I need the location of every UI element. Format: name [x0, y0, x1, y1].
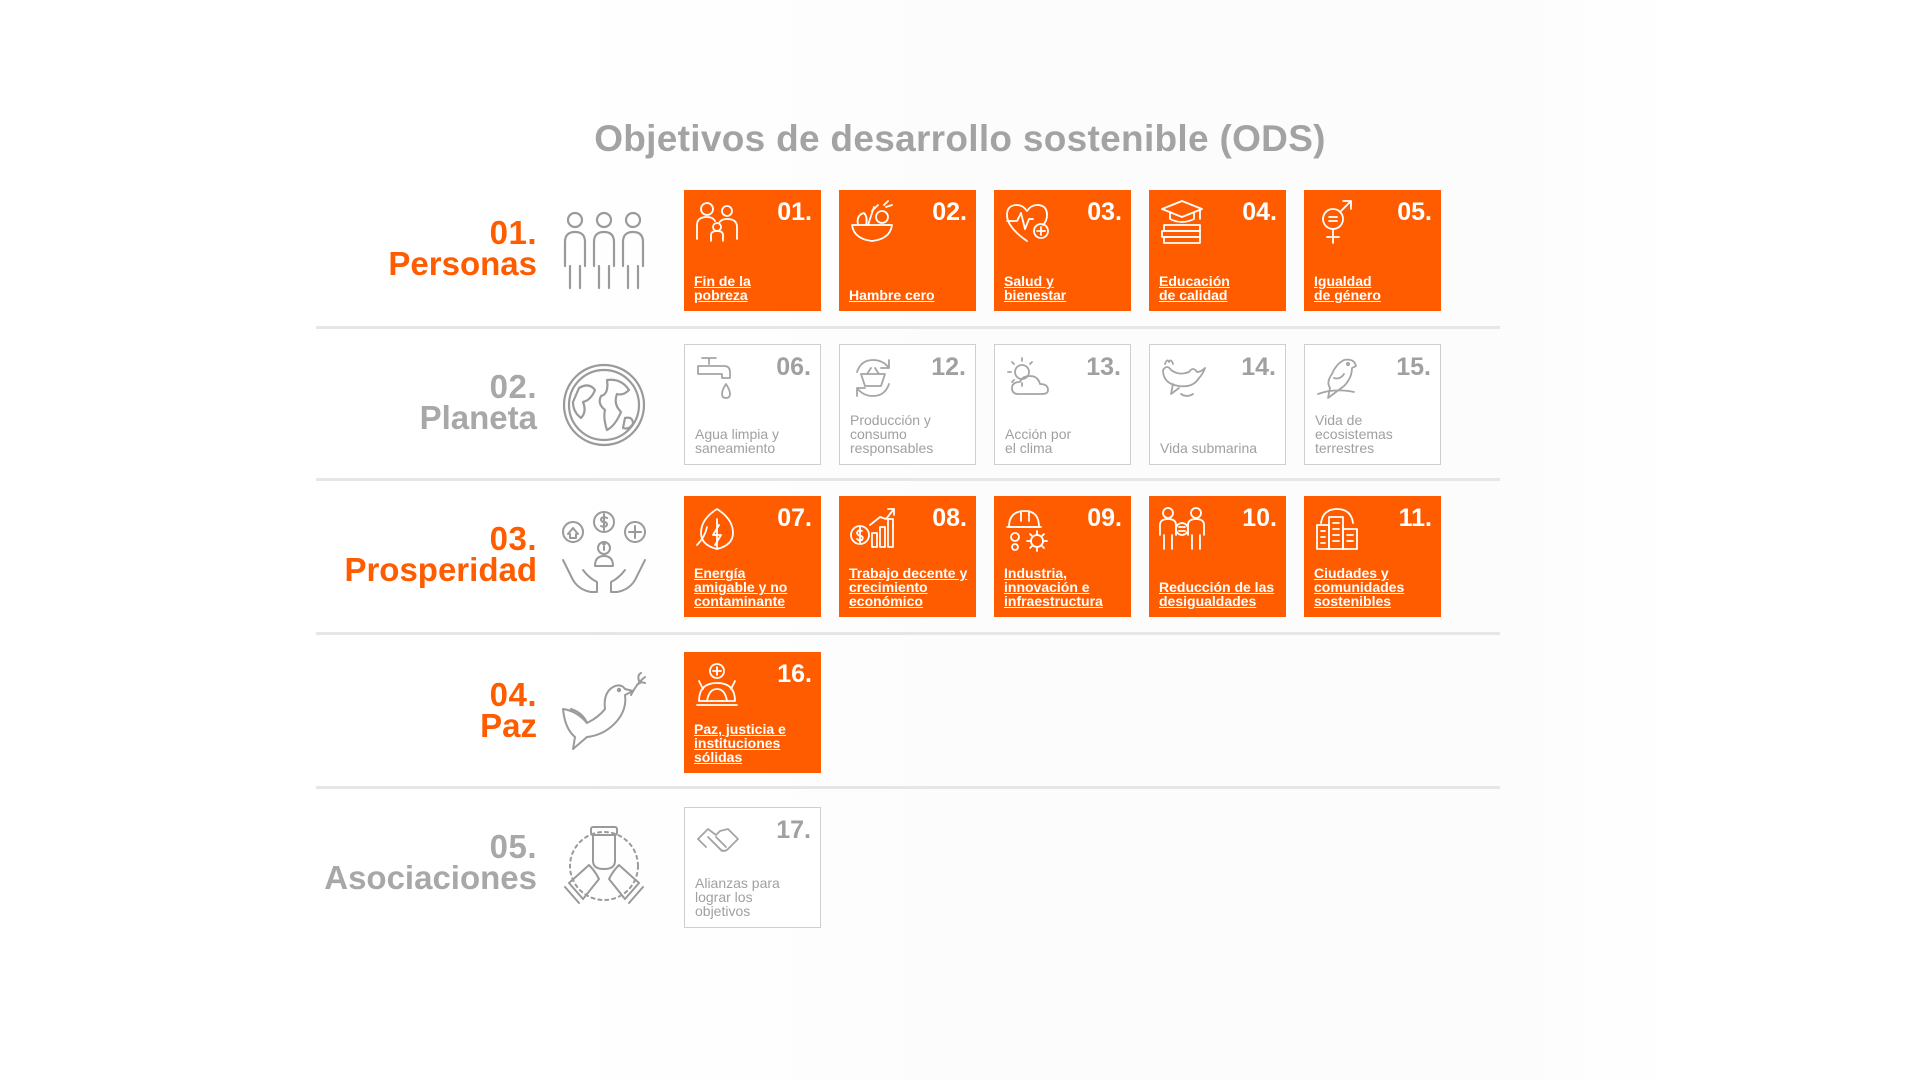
goal-label: Trabajo decente y crecimiento económico [849, 565, 968, 609]
goal-number: 17. [776, 816, 811, 844]
justice-globe-icon [693, 661, 741, 709]
goal-card-05[interactable]: 05. Igualdad de género [1304, 190, 1441, 311]
gender-icon [1313, 199, 1361, 247]
goal-number: 05. [1397, 198, 1432, 226]
goal-card-07[interactable]: 07. Energía amigable y no contaminante [684, 496, 821, 617]
pillar-number: 02. [489, 368, 537, 405]
goal-label: Vida submarina [1160, 440, 1258, 456]
goal-label: Industria, innovación e infraestructura [1004, 565, 1103, 609]
goal-card-09[interactable]: 09. Industria, innovación e infraestruct… [994, 496, 1131, 617]
parrot-icon [1314, 354, 1362, 402]
goal-label: Energía amigable y no contaminante [694, 565, 788, 609]
handshake-icon [694, 817, 742, 865]
pillar-row-planeta: 02. Planeta [316, 344, 1500, 499]
goal-number: 15. [1396, 353, 1431, 381]
pillar-number: 05. [489, 828, 537, 865]
heart-pulse-icon [1003, 199, 1051, 247]
pillar-name: Personas [388, 245, 537, 282]
goal-number: 03. [1087, 198, 1122, 226]
sun-cloud-icon [1004, 354, 1052, 402]
food-bowl-icon [848, 199, 896, 247]
goal-number: 07. [777, 504, 812, 532]
pillar-number: 03. [489, 520, 537, 557]
equality-people-icon [1158, 505, 1206, 553]
goal-number: 04. [1242, 198, 1277, 226]
pillar-row-prosperidad: 03. Prosperidad [316, 496, 1500, 651]
pillar-number: 04. [489, 676, 537, 713]
family-icon [693, 199, 741, 247]
pillar-name: Paz [480, 707, 537, 744]
goal-label: Hambre cero [849, 287, 935, 303]
goal-label: Agua limpia y saneamiento [695, 426, 780, 456]
row-separator [316, 786, 1500, 789]
handshake-icon [559, 821, 649, 911]
goal-number: 06. [776, 353, 811, 381]
goal-card-02[interactable]: 02. Hambre cero [839, 190, 976, 311]
goal-label: Paz, justicia e instituciones sólidas [694, 721, 786, 765]
goal-label: Alianzas para lograr los objetivos [695, 875, 780, 919]
pillar-label: 02. Planeta [316, 368, 537, 436]
goal-card-08[interactable]: 08. Trabajo decente y crecimiento económ… [839, 496, 976, 617]
goal-card-14[interactable]: 14. Vida submarina [1149, 344, 1286, 465]
goal-label: Educación de calidad [1159, 273, 1230, 303]
row-separator [316, 632, 1500, 635]
hands-coins-icon [559, 510, 649, 600]
goal-card-15[interactable]: 15. Vida de ecosistemas terrestres [1304, 344, 1441, 465]
people-icon [559, 206, 649, 296]
pillar-row-paz: 04. Paz [316, 651, 1500, 806]
goal-card-16[interactable]: 16. Paz, justicia e instituciones sólida… [684, 652, 821, 773]
goal-card-04[interactable]: 04. Educación de calidad [1149, 190, 1286, 311]
dove-icon [559, 669, 649, 759]
goal-number: 01. [777, 198, 812, 226]
globe-icon [559, 360, 649, 450]
goal-number: 09. [1087, 504, 1122, 532]
goal-card-17[interactable]: 17. Alianzas para lograr los objetivos [684, 807, 821, 928]
goal-card-03[interactable]: 03. Salud y bienestar [994, 190, 1131, 311]
water-tap-icon [694, 354, 742, 402]
recycle-basket-icon [849, 354, 897, 402]
pillar-row-asociaciones: 05. Asociaciones [316, 803, 1500, 958]
whale-icon [1159, 354, 1207, 402]
pillar-name: Prosperidad [344, 551, 537, 588]
leaf-energy-icon [693, 505, 741, 553]
pillar-label: 03. Prosperidad [316, 520, 537, 588]
goal-card-12[interactable]: 12. Producción y consumo responsables [839, 344, 976, 465]
goal-label: Ciudades y comunidades sostenibles [1314, 565, 1405, 609]
goal-card-06[interactable]: 06. Agua limpia y saneamiento [684, 344, 821, 465]
goal-number: 12. [931, 353, 966, 381]
helmet-gear-icon [1003, 505, 1051, 553]
pillar-label: 01. Personas [316, 214, 537, 282]
pillar-label: 05. Asociaciones [316, 828, 537, 896]
goal-number: 02. [932, 198, 967, 226]
pillar-name: Planeta [419, 399, 537, 436]
goal-number: 10. [1242, 504, 1277, 532]
goal-card-13[interactable]: 13. Acción por el clima [994, 344, 1131, 465]
goal-number: 11. [1398, 504, 1432, 532]
page-title: Objetivos de desarrollo sostenible (ODS) [594, 118, 1326, 159]
goal-label: Salud y bienestar [1004, 273, 1067, 303]
goal-label: Igualdad de género [1314, 273, 1381, 303]
row-separator [316, 326, 1500, 329]
goal-label: Acción por el clima [1005, 426, 1072, 456]
city-icon [1313, 505, 1361, 553]
pillar-row-personas: 01. Personas [316, 190, 1500, 345]
graduation-books-icon [1158, 199, 1206, 247]
goal-number: 13. [1086, 353, 1121, 381]
goal-number: 14. [1241, 353, 1276, 381]
goal-label: Fin de la pobreza [694, 273, 751, 303]
row-separator [316, 478, 1500, 481]
pillar-name: Asociaciones [324, 859, 537, 896]
goal-label: Vida de ecosistemas terrestres [1315, 412, 1393, 456]
goal-number: 16. [777, 660, 812, 688]
goal-number: 08. [932, 504, 967, 532]
goal-label: Producción y consumo responsables [850, 412, 934, 456]
goal-card-01[interactable]: 01. Fin de la pobreza [684, 190, 821, 311]
pillar-number: 01. [489, 214, 537, 251]
growth-chart-icon [848, 505, 896, 553]
goal-card-11[interactable]: 11. Ciudades y comunidades sostenibles [1304, 496, 1441, 617]
goal-label: Reducción de las desigualdades [1159, 579, 1275, 609]
pillar-label: 04. Paz [316, 676, 537, 744]
goal-card-10[interactable]: 10. Reducción de las desigualdades [1149, 496, 1286, 617]
